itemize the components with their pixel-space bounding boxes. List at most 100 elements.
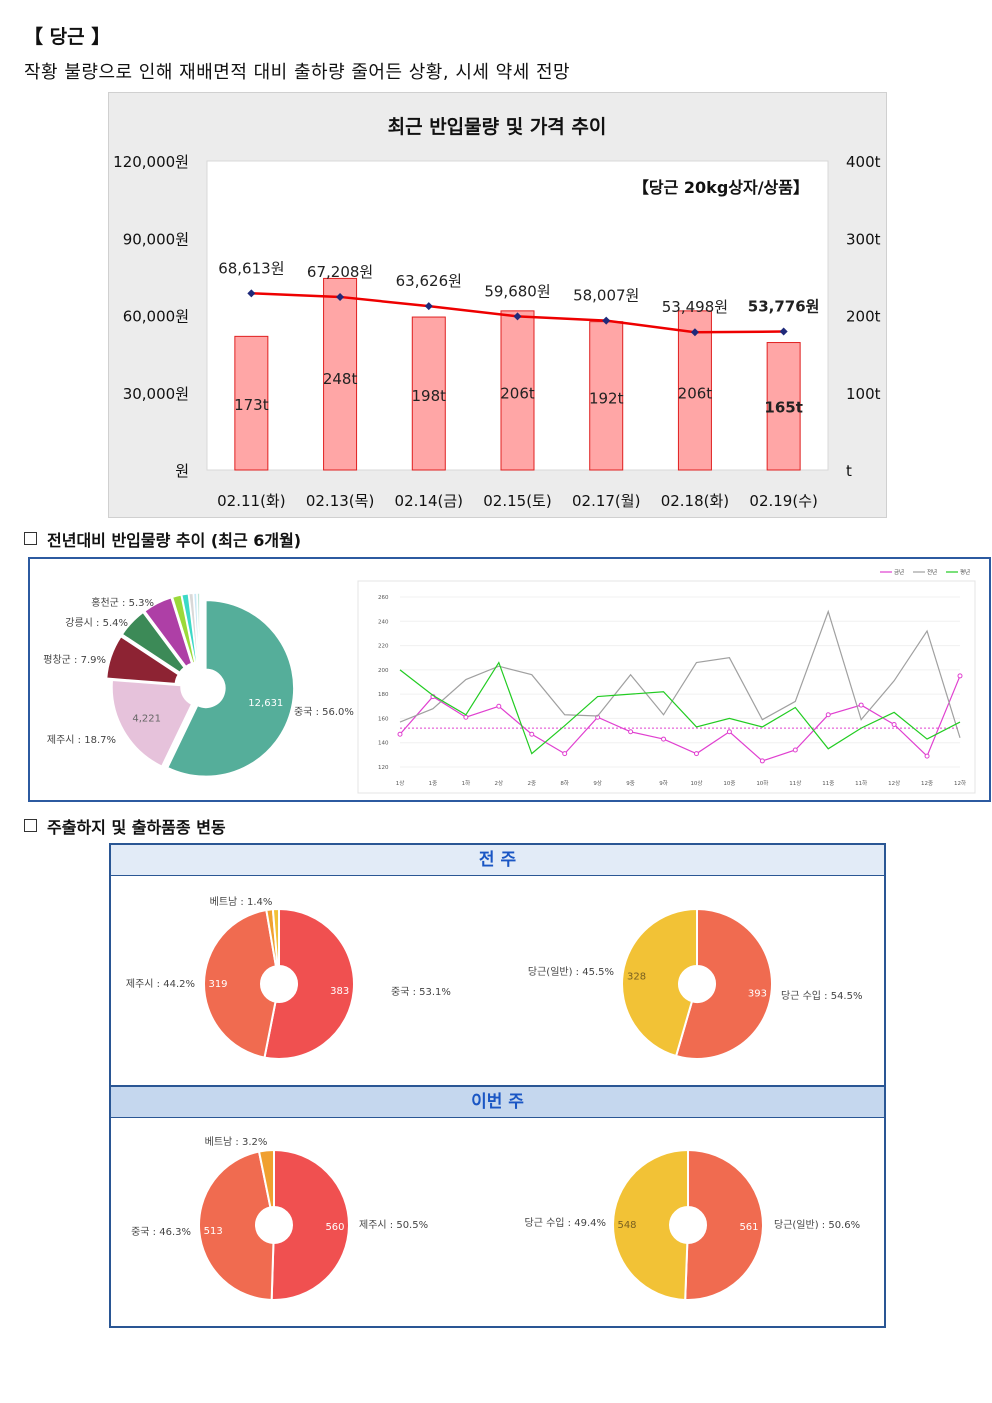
x-tick-label: 11상 — [789, 779, 801, 787]
series-point — [397, 731, 403, 737]
x-tick-label: 10상 — [690, 779, 702, 787]
price-label: 63,626원 — [396, 272, 462, 290]
donut-slice — [257, 1148, 275, 1209]
weekly-donuts-svg: 383 중국 : 53.1% 319 제주시 : 44.2% 베트남 : 1.4% 393… — [126, 896, 862, 1301]
series-point — [463, 714, 469, 720]
origin-pie-slice — [196, 592, 201, 663]
y-tick-label: 220 — [378, 644, 389, 650]
y-right-tick-label: 100t — [846, 385, 881, 403]
price-label: 53,776원 — [748, 298, 820, 316]
donut-value: 548 — [617, 1220, 636, 1231]
section-box-icon — [24, 532, 37, 545]
donut-slice — [198, 1150, 275, 1301]
section-title-text: 주출하지 및 출하품종 변동 — [47, 818, 226, 837]
series-point — [792, 747, 798, 753]
volume-bar-label: 198t — [412, 387, 447, 405]
x-tick-label: 12상 — [888, 779, 900, 787]
volume-bar — [677, 310, 712, 471]
x-tick-label: 11중 — [822, 780, 834, 787]
donut-slice — [674, 907, 773, 1060]
donut-label: 베트남 : 3.2% — [205, 1136, 268, 1148]
origin-pie-label: 평창군 : 7.9% — [43, 654, 106, 666]
price-label: 58,007원 — [573, 287, 639, 305]
series-point — [759, 758, 765, 764]
donut-value: 393 — [748, 989, 767, 1000]
volume-bar — [500, 310, 535, 471]
donut-label: 당근(일반) : 50.6% — [774, 1219, 860, 1231]
series-line — [399, 661, 961, 755]
series-point — [496, 703, 502, 709]
series-point — [661, 736, 667, 742]
legend-label: 전년 — [927, 568, 937, 576]
origin-pie-label: 강릉시 : 5.4% — [65, 617, 128, 629]
x-tick-label: 9하 — [659, 779, 668, 787]
band-this-week: 이번 주 — [111, 1085, 884, 1118]
origin-pie-slice — [121, 611, 186, 674]
donut-label: 중국 : 46.3% — [131, 1226, 191, 1238]
origin-pie-label: 중국 : 56.0% — [294, 706, 354, 718]
series-point — [628, 729, 634, 735]
volume-bar — [234, 335, 269, 471]
y-left-tick-label: 원 — [175, 462, 189, 480]
section-box-icon — [24, 819, 37, 832]
x-tick-label: 1중 — [429, 780, 438, 787]
x-tick-label: 10하 — [756, 779, 768, 787]
x-tick-label: 02.19(수) — [749, 492, 817, 510]
section-title-text: 전년대비 반입물량 추이 (최근 6개월) — [47, 531, 302, 550]
y-left-tick-label: 60,000원 — [123, 308, 189, 326]
x-tick-label: 11하 — [855, 779, 867, 787]
x-tick-label: 2중 — [527, 780, 536, 787]
donut-label: 중국 : 53.1% — [391, 986, 451, 998]
volume-bar-label: 165t — [764, 399, 802, 417]
series-point — [891, 722, 897, 727]
series-point — [858, 702, 864, 708]
legend-label: 금년 — [894, 568, 904, 576]
y-tick-label: 140 — [378, 741, 389, 747]
x-tick-label: 12중 — [921, 780, 933, 787]
donut-value: 328 — [627, 971, 646, 982]
y-tick-label: 180 — [378, 692, 389, 698]
y-right-tick-label: 300t — [846, 230, 881, 248]
price-marker — [424, 302, 433, 311]
volume-bar — [766, 342, 801, 471]
x-tick-label: 02.13(목) — [306, 492, 374, 510]
origin-pie-label: 제주시 : 18.7% — [47, 734, 116, 746]
y-tick-label: 260 — [378, 595, 389, 601]
donut-label: 당근(일반) : 45.5% — [528, 966, 614, 978]
origin-pie-value: 4,221 — [132, 714, 161, 725]
x-tick-label: 02.14(금) — [395, 492, 463, 510]
donut-label: 베트남 : 1.4% — [210, 896, 273, 908]
band-last-week: 전 주 — [111, 845, 884, 876]
section-title-origin-change: 주출하지 및 출하품종 변동 — [24, 814, 226, 838]
x-tick-label: 02.11(화) — [217, 492, 285, 510]
donut-value: 383 — [330, 986, 349, 997]
y-right-tick-label: t — [846, 462, 852, 480]
series-point — [529, 731, 535, 737]
volume-bar-label: 206t — [500, 384, 535, 402]
page-subtitle: 작황 불량으로 인해 재배면적 대비 출하량 줄어든 상황, 시세 약세 전망 — [24, 62, 571, 83]
volume-bar — [323, 277, 358, 471]
y-tick-label: 200 — [378, 668, 389, 674]
origin-pie-slice — [111, 679, 193, 768]
y-tick-label: 160 — [378, 716, 389, 722]
series-point — [825, 712, 831, 718]
series-line — [399, 675, 961, 762]
x-tick-label: 8하 — [560, 779, 569, 787]
x-tick-label: 1상 — [396, 779, 405, 787]
origin-pie-value: 12,631 — [248, 698, 283, 709]
volume-bar — [411, 316, 446, 471]
x-tick-label: 10중 — [723, 780, 735, 787]
price-label: 67,208원 — [307, 263, 373, 281]
price-label: 68,613원 — [218, 259, 284, 277]
x-tick-label: 02.17(월) — [572, 492, 640, 510]
x-tick-label: 12하 — [954, 779, 966, 787]
y-left-tick-label: 30,000원 — [123, 385, 189, 403]
donut-value: 561 — [739, 1222, 758, 1233]
series-point — [562, 751, 568, 757]
donut-slice — [271, 907, 280, 968]
chart-title: 최근 반입물량 및 가격 추이 — [388, 116, 607, 138]
y-right-tick-label: 400t — [846, 153, 881, 171]
donut-slice — [263, 907, 355, 1060]
y-tick-label: 120 — [378, 765, 389, 771]
origin-pie-slice — [105, 635, 180, 685]
